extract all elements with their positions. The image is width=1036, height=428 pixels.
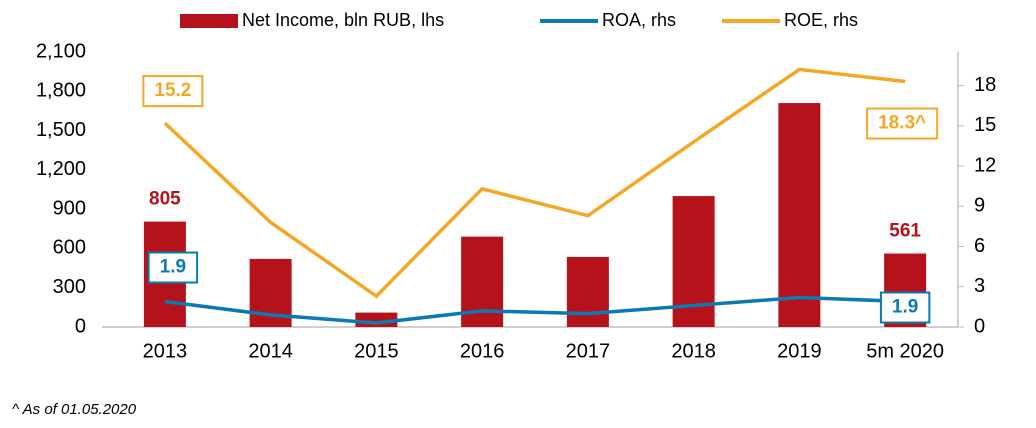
x-tick-label: 2014 [248,340,293,362]
data-label: 1.9 [892,297,918,318]
legend-label: Net Income, bln RUB, lhs [242,10,444,30]
legend-swatch [180,14,238,28]
data-label-box [147,251,199,284]
x-tick-label: 2016 [460,340,505,362]
y2-tick-label: 0 [974,315,985,337]
line [164,295,906,325]
data-label: 805 [149,189,181,210]
y-tick-label: 600 [53,237,86,259]
data-label: 18.3^ [878,113,926,134]
y2-tick-label: 3 [974,275,985,297]
x-tick-label: 2018 [671,340,716,362]
y2-tick-label: 6 [974,235,985,257]
data-label: 561 [889,221,921,242]
bar [778,103,821,327]
x-tick-label: 2019 [777,340,822,362]
y-tick-label: 1,500 [36,119,86,141]
data-label-box [142,75,204,108]
data-label: 1.9 [160,257,186,278]
y-tick-label: 1,800 [36,80,86,102]
y2-tick-label: 12 [974,154,996,176]
y-tick-label: 2,100 [36,40,86,62]
footnote: ^ As of 01.05.2020 [12,401,137,418]
legend-label: ROE, rhs [784,10,858,30]
bar [566,256,609,327]
x-tick-label: 2017 [566,340,611,362]
x-tick-label: 2015 [354,340,399,362]
line [163,67,906,299]
data-label-box [879,291,931,324]
y2-tick-label: 15 [974,114,996,136]
data-label-box [866,107,939,140]
data-label: 15.2 [154,80,191,101]
y-tick-label: 900 [53,197,86,219]
y2-tick-label: 18 [974,74,996,96]
y2-tick-label: 9 [974,195,985,217]
y-tick-label: 0 [75,315,86,337]
x-tick-label: 5m 2020 [866,340,944,362]
legend-label: ROA, rhs [602,10,676,30]
y-tick-label: 1,200 [36,158,86,180]
x-tick-label: 2013 [143,340,188,362]
y-tick-label: 300 [53,276,86,298]
